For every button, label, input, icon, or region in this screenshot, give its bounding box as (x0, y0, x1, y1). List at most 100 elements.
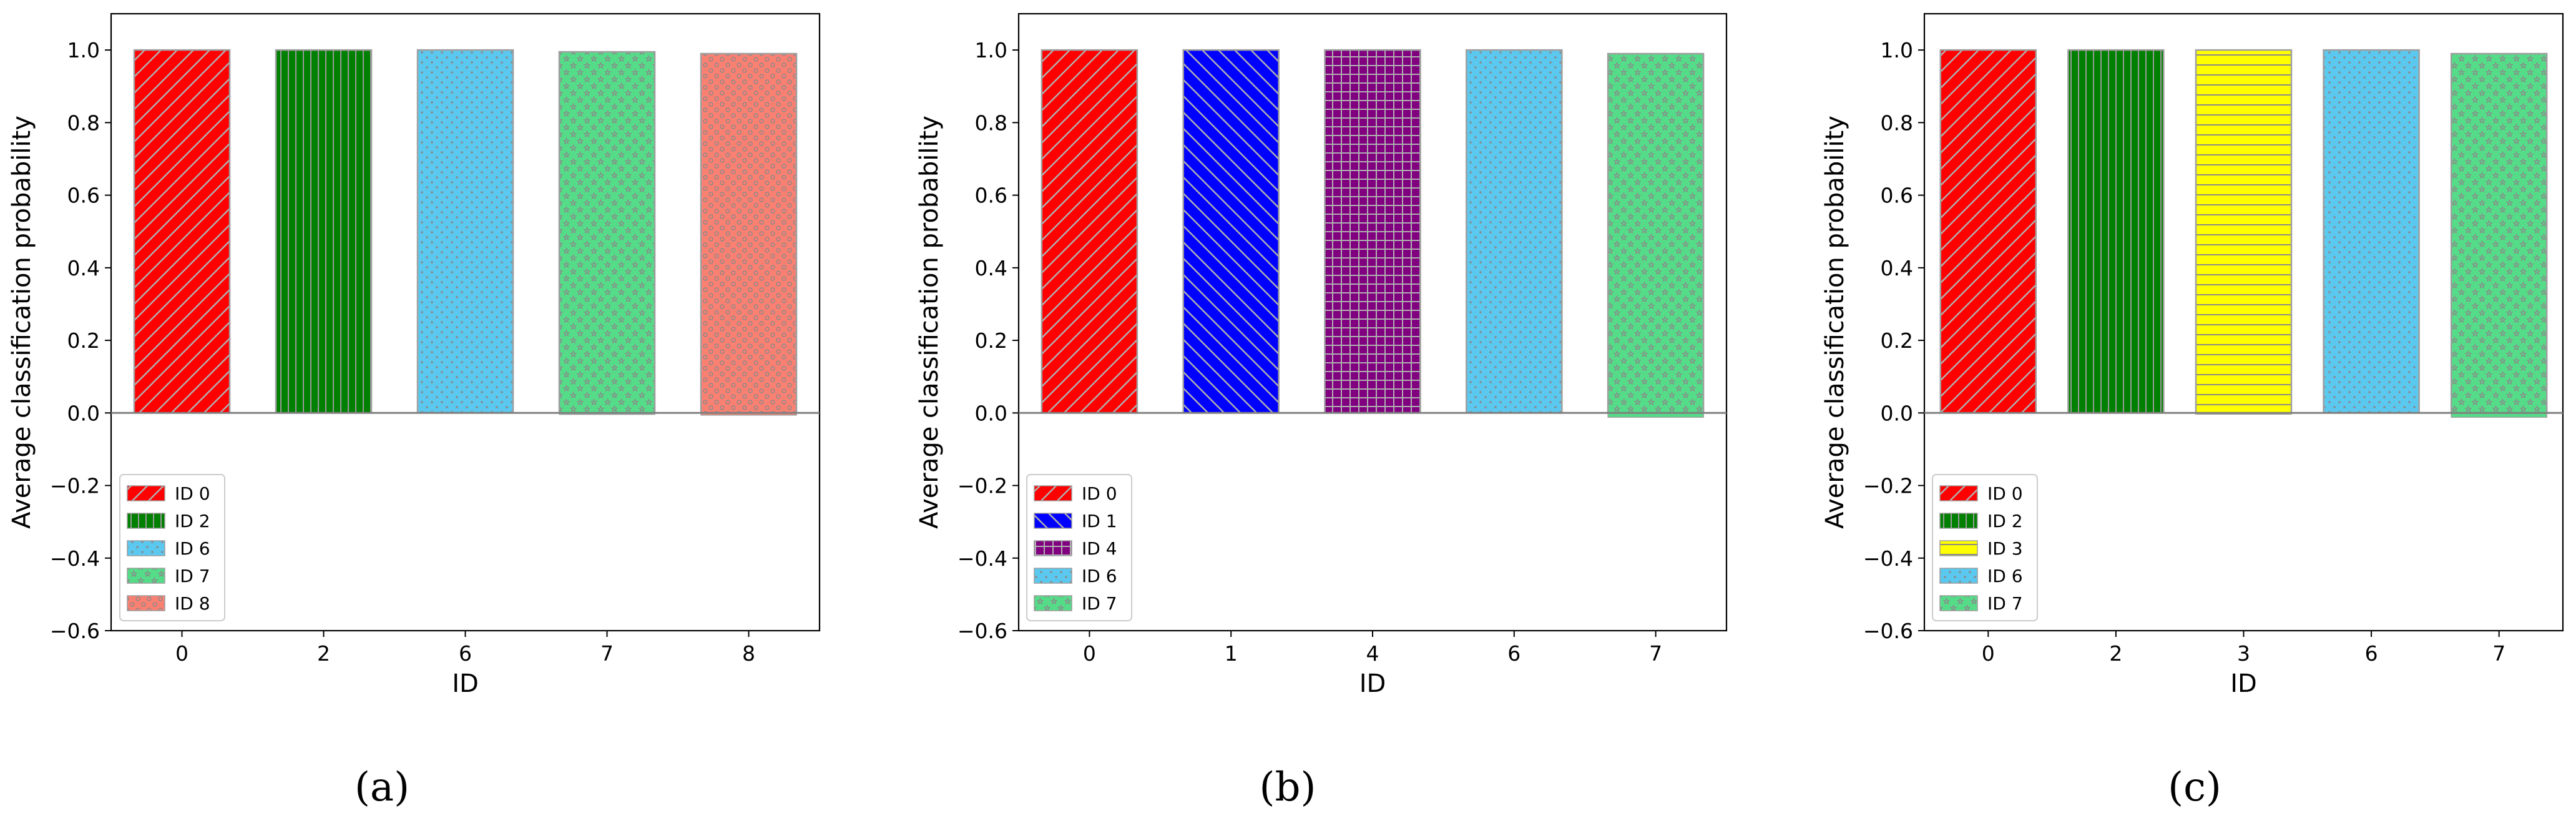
legend-swatch-pattern (1939, 513, 1978, 529)
legend-label: ID 4 (1082, 538, 1117, 559)
legend-label: ID 0 (1987, 483, 2023, 504)
legend: ID 0 ID 1 ID 4 ID 6 ID 7 (1026, 474, 1132, 621)
legend-swatch-pattern (127, 513, 165, 529)
legend-label: ID 0 (175, 483, 210, 504)
y-axis-label: Average classification probability (7, 116, 36, 529)
legend-label: ID 6 (1082, 566, 1117, 586)
y-axis-label: Average classification probability (915, 116, 944, 529)
bar-pattern-6 (2323, 49, 2420, 414)
bar-pattern-7 (1607, 52, 1705, 414)
y-tick-label: −0.6 (1863, 619, 1913, 643)
legend-swatch-pattern (1034, 595, 1072, 611)
x-tick-label: 0 (1982, 641, 1995, 666)
bar-pattern-6 (416, 49, 514, 414)
x-tick-label: 7 (600, 641, 614, 666)
legend-swatch-pattern (1939, 595, 1978, 611)
y-tick-label: 0.8 (67, 111, 100, 135)
y-tick-label: 0.8 (975, 111, 1007, 135)
y-tick-label: 0.4 (67, 256, 100, 280)
legend-swatch-pattern (1034, 485, 1072, 501)
y-tick-label: 0.6 (67, 184, 100, 208)
legend: ID 0 ID 2 ID 6 ID 7 ID 8 (119, 474, 225, 621)
legend-label: ID 8 (175, 593, 210, 614)
y-tick-label: 0.6 (975, 184, 1007, 208)
y-tick-label: 0.2 (975, 328, 1007, 353)
legend-label: ID 0 (1082, 483, 1117, 504)
legend-label: ID 2 (1987, 511, 2023, 531)
y-tick-label: 1.0 (975, 38, 1007, 62)
bar-pattern-6 (1466, 49, 1563, 414)
legend: ID 0 ID 2 ID 3 ID 6 ID 7 (1932, 474, 2038, 621)
legend-swatch-pattern (1939, 540, 1978, 556)
y-tick-label: 0.0 (975, 401, 1007, 425)
y-tick-label: 0.2 (67, 328, 100, 353)
y-tick-label: 0.2 (1881, 328, 1913, 353)
x-tick-label: 8 (742, 641, 755, 666)
y-tick-label: 0.4 (975, 256, 1007, 280)
legend-label: ID 3 (1987, 538, 2023, 559)
x-tick-label: 6 (459, 641, 472, 666)
legend-label: ID 7 (175, 566, 210, 586)
legend-box (1026, 474, 1132, 621)
legend-label: ID 7 (1082, 593, 1117, 614)
legend-swatch-pattern (1939, 568, 1978, 584)
y-tick-label: 1.0 (67, 38, 100, 62)
y-axis-label: Average classification probability (1821, 116, 1849, 529)
legend-box (1932, 474, 2038, 621)
bar-pattern-8 (700, 52, 798, 414)
legend-swatch-pattern (1939, 485, 1978, 501)
x-tick-label: 6 (1507, 641, 1521, 666)
y-tick-label: 0.6 (1881, 184, 1913, 208)
bar-pattern-2 (275, 49, 373, 414)
y-tick-label: −0.4 (1863, 546, 1913, 571)
legend-label: ID 1 (1082, 511, 1117, 531)
x-tick-label: 3 (2237, 641, 2250, 666)
y-tick-label: −0.4 (50, 546, 100, 571)
x-tick-label: 1 (1225, 641, 1238, 666)
bar-pattern-1 (1182, 49, 1280, 414)
bar-pattern-3 (2195, 49, 2293, 414)
chart-panel-2: 1.0 0.8 0.6 0.4 0.2 0.0 −0.2 −0.4 −0.6 0 1 4 6 7 ID Ave… (915, 12, 1728, 811)
y-tick-label: 1.0 (1881, 38, 1913, 62)
bar-pattern-0 (1939, 49, 2037, 414)
legend-box (119, 474, 225, 621)
bar-pattern-7 (2450, 52, 2548, 414)
bar-pattern-7 (558, 51, 656, 414)
legend-swatch-pattern (127, 540, 165, 556)
panel-caption: (c) (2168, 764, 2221, 811)
legend-label: ID 6 (175, 538, 210, 559)
y-tick-label: −0.4 (957, 546, 1007, 571)
y-tick-label: 0.4 (1881, 256, 1913, 280)
x-tick-label: 7 (1649, 641, 1662, 666)
y-tick-label: −0.6 (957, 619, 1007, 643)
panel-caption: (b) (1260, 764, 1316, 811)
x-tick-label: 2 (2109, 641, 2122, 666)
legend-swatch-pattern (1034, 513, 1072, 529)
x-tick-label: 6 (2365, 641, 2378, 666)
panel-caption: (a) (355, 764, 409, 811)
bar-pattern-2 (2067, 49, 2165, 414)
legend-label: ID 7 (1987, 593, 2023, 614)
x-axis-label: ID (452, 669, 479, 698)
x-tick-label: 7 (2492, 641, 2505, 666)
chart-panel-3: 1.0 0.8 0.6 0.4 0.2 0.0 −0.2 −0.4 −0.6 0 2 3 6 7 ID Ave… (1821, 12, 2564, 811)
y-tick-label: −0.2 (957, 474, 1007, 498)
y-tick-label: −0.2 (1863, 474, 1913, 498)
y-tick-label: 0.0 (67, 401, 100, 425)
legend-label: ID 6 (1987, 566, 2023, 586)
y-tick-label: 0.0 (1881, 401, 1913, 425)
y-tick-label: 0.8 (1881, 111, 1913, 135)
y-tick-label: −0.6 (50, 619, 100, 643)
x-tick-label: 0 (1083, 641, 1096, 666)
legend-swatch-pattern (127, 595, 165, 611)
legend-swatch-pattern (1034, 568, 1072, 584)
x-axis-label: ID (2230, 669, 2257, 698)
x-tick-label: 0 (175, 641, 189, 666)
x-tick-label: 2 (317, 641, 330, 666)
x-tick-label: 4 (1366, 641, 1379, 666)
x-axis-label: ID (1359, 669, 1386, 698)
legend-swatch-pattern (1034, 540, 1072, 556)
legend-label: ID 2 (175, 511, 210, 531)
bar-pattern-4 (1324, 49, 1421, 414)
